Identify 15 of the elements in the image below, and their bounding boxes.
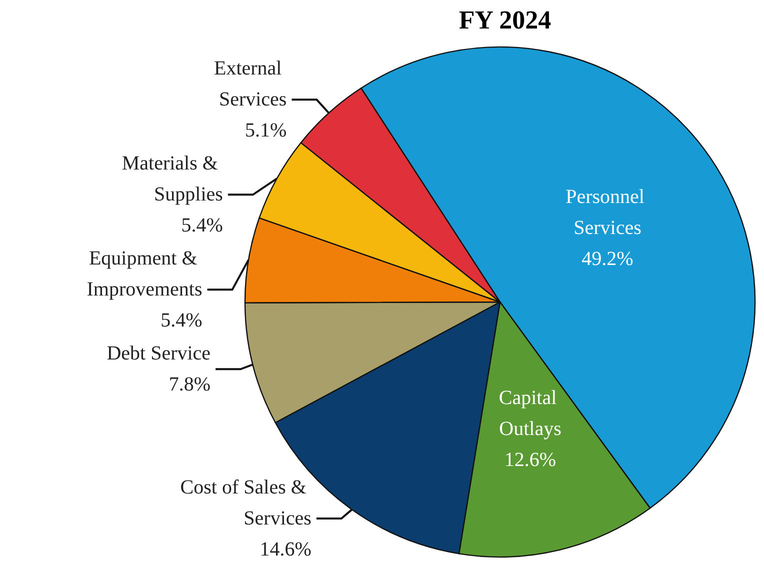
data-label: 49.2% [582,248,634,270]
data-label: 14.6% [260,538,312,560]
data-label: 12.6% [504,448,556,471]
slice-label: Cost of Sales & Services [180,476,312,530]
slice-label: Materials & Supplies [122,152,224,206]
data-label: 7.8% [168,374,211,396]
data-label: 5.1% [245,120,287,142]
data-label: 5.4% [160,310,202,332]
slice-label: Debt Service [106,342,211,365]
chart-title: FY 2024 [458,6,552,34]
slice-label: Capital Outlays [498,386,562,440]
slice-label: Personnel Services [566,186,650,240]
data-label: 5.4% [181,214,223,237]
slice-label: Equipment & Improvements [86,248,202,301]
slice-label: External Services [214,58,287,111]
